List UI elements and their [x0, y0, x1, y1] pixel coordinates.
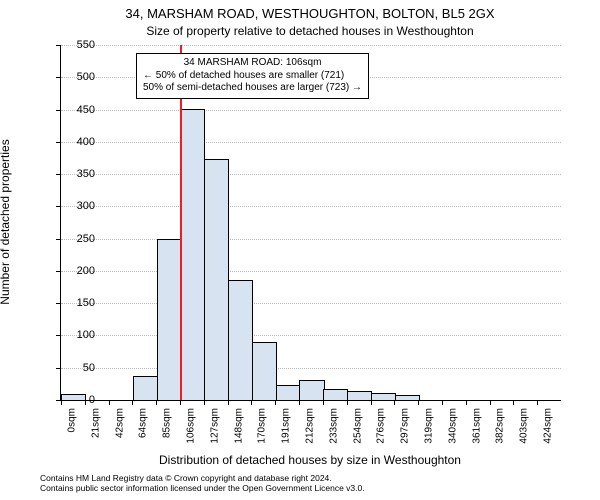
- annotation-box: 34 MARSHAM ROAD: 106sqm ← 50% of detache…: [136, 53, 369, 99]
- histogram-bar: [204, 159, 229, 400]
- histogram-bar: [228, 280, 253, 400]
- annotation-line-2: ← 50% of detached houses are smaller (72…: [143, 70, 362, 83]
- x-tick-label: 276sqm: [376, 408, 387, 444]
- chart-subtitle: Size of property relative to detached ho…: [60, 24, 560, 38]
- y-tick-label: 300: [60, 200, 95, 212]
- x-tick: [394, 400, 395, 405]
- annotation-line-1: 34 MARSHAM ROAD: 106sqm: [143, 57, 362, 70]
- x-tick-label: 0sqm: [66, 408, 77, 432]
- histogram-bar: [299, 380, 324, 400]
- x-tick-label: 42sqm: [114, 408, 125, 438]
- y-tick-label: 550: [60, 39, 95, 51]
- y-tick-label: 150: [60, 297, 95, 309]
- x-tick-label: 21sqm: [90, 408, 101, 438]
- footer-line-1: Contains HM Land Registry data © Crown c…: [40, 473, 600, 483]
- chart-title: 34, MARSHAM ROAD, WESTHOUGHTON, BOLTON, …: [60, 6, 560, 21]
- x-tick-label: 106sqm: [185, 408, 196, 444]
- x-tick-label: 212sqm: [305, 408, 316, 444]
- grid-line: [61, 174, 561, 176]
- histogram-bar: [276, 385, 301, 400]
- x-tick: [466, 400, 467, 405]
- histogram-bar: [395, 395, 420, 400]
- y-tick-label: 50: [60, 362, 95, 374]
- x-tick: [418, 400, 419, 405]
- y-tick-label: 350: [60, 168, 95, 180]
- x-tick-label: 170sqm: [257, 408, 268, 444]
- histogram-bar: [323, 389, 348, 400]
- y-tick-label: 500: [60, 71, 95, 83]
- histogram-bar: [157, 239, 182, 400]
- x-tick-label: 85sqm: [162, 408, 173, 438]
- grid-line: [61, 271, 561, 273]
- x-tick: [204, 400, 205, 405]
- x-tick: [251, 400, 252, 405]
- x-tick: [228, 400, 229, 405]
- x-tick: [442, 400, 443, 405]
- histogram-bar: [347, 391, 372, 400]
- y-tick-label: 100: [60, 329, 95, 341]
- x-tick-label: 340sqm: [447, 408, 458, 444]
- x-tick-label: 64sqm: [138, 408, 149, 438]
- x-tick-label: 254sqm: [352, 408, 363, 444]
- x-tick: [513, 400, 514, 405]
- x-tick: [490, 400, 491, 405]
- grid-line: [61, 110, 561, 112]
- y-tick-label: 450: [60, 104, 95, 116]
- x-tick-label: 233sqm: [328, 408, 339, 444]
- x-tick-label: 382sqm: [495, 408, 506, 444]
- x-tick-label: 148sqm: [233, 408, 244, 444]
- y-tick-label: 400: [60, 136, 95, 148]
- grid-line: [61, 303, 561, 305]
- x-tick-label: 424sqm: [543, 408, 554, 444]
- histogram-bar: [252, 342, 277, 400]
- grid-line: [61, 239, 561, 241]
- x-tick: [347, 400, 348, 405]
- x-tick: [180, 400, 181, 405]
- x-tick-label: 361sqm: [471, 408, 482, 444]
- x-tick: [132, 400, 133, 405]
- histogram-bar: [180, 109, 205, 400]
- plot-area: 34 MARSHAM ROAD: 106sqm ← 50% of detache…: [60, 45, 561, 401]
- grid-line: [61, 368, 561, 370]
- grid-line: [61, 45, 561, 47]
- x-tick: [371, 400, 372, 405]
- x-tick: [275, 400, 276, 405]
- x-tick-label: 297sqm: [400, 408, 411, 444]
- x-tick: [109, 400, 110, 405]
- y-tick-label: 200: [60, 265, 95, 277]
- x-tick-label: 403sqm: [519, 408, 530, 444]
- x-tick: [537, 400, 538, 405]
- histogram-bar: [371, 393, 396, 400]
- footer-line-2: Contains public sector information licen…: [40, 483, 600, 493]
- y-tick-label: 0: [60, 394, 95, 406]
- x-tick-label: 127sqm: [209, 408, 220, 444]
- x-tick: [156, 400, 157, 405]
- x-tick: [299, 400, 300, 405]
- x-tick-label: 191sqm: [281, 408, 292, 444]
- grid-line: [61, 142, 561, 144]
- grid-line: [61, 335, 561, 337]
- footer: Contains HM Land Registry data © Crown c…: [40, 473, 600, 493]
- x-axis-label: Distribution of detached houses by size …: [60, 453, 560, 467]
- x-tick: [323, 400, 324, 405]
- annotation-line-3: 50% of semi-detached houses are larger (…: [143, 82, 362, 95]
- histogram-bar: [133, 376, 158, 400]
- y-tick-label: 250: [60, 233, 95, 245]
- x-tick-label: 319sqm: [424, 408, 435, 444]
- grid-line: [61, 206, 561, 208]
- y-axis-label: Number of detached properties: [0, 139, 12, 304]
